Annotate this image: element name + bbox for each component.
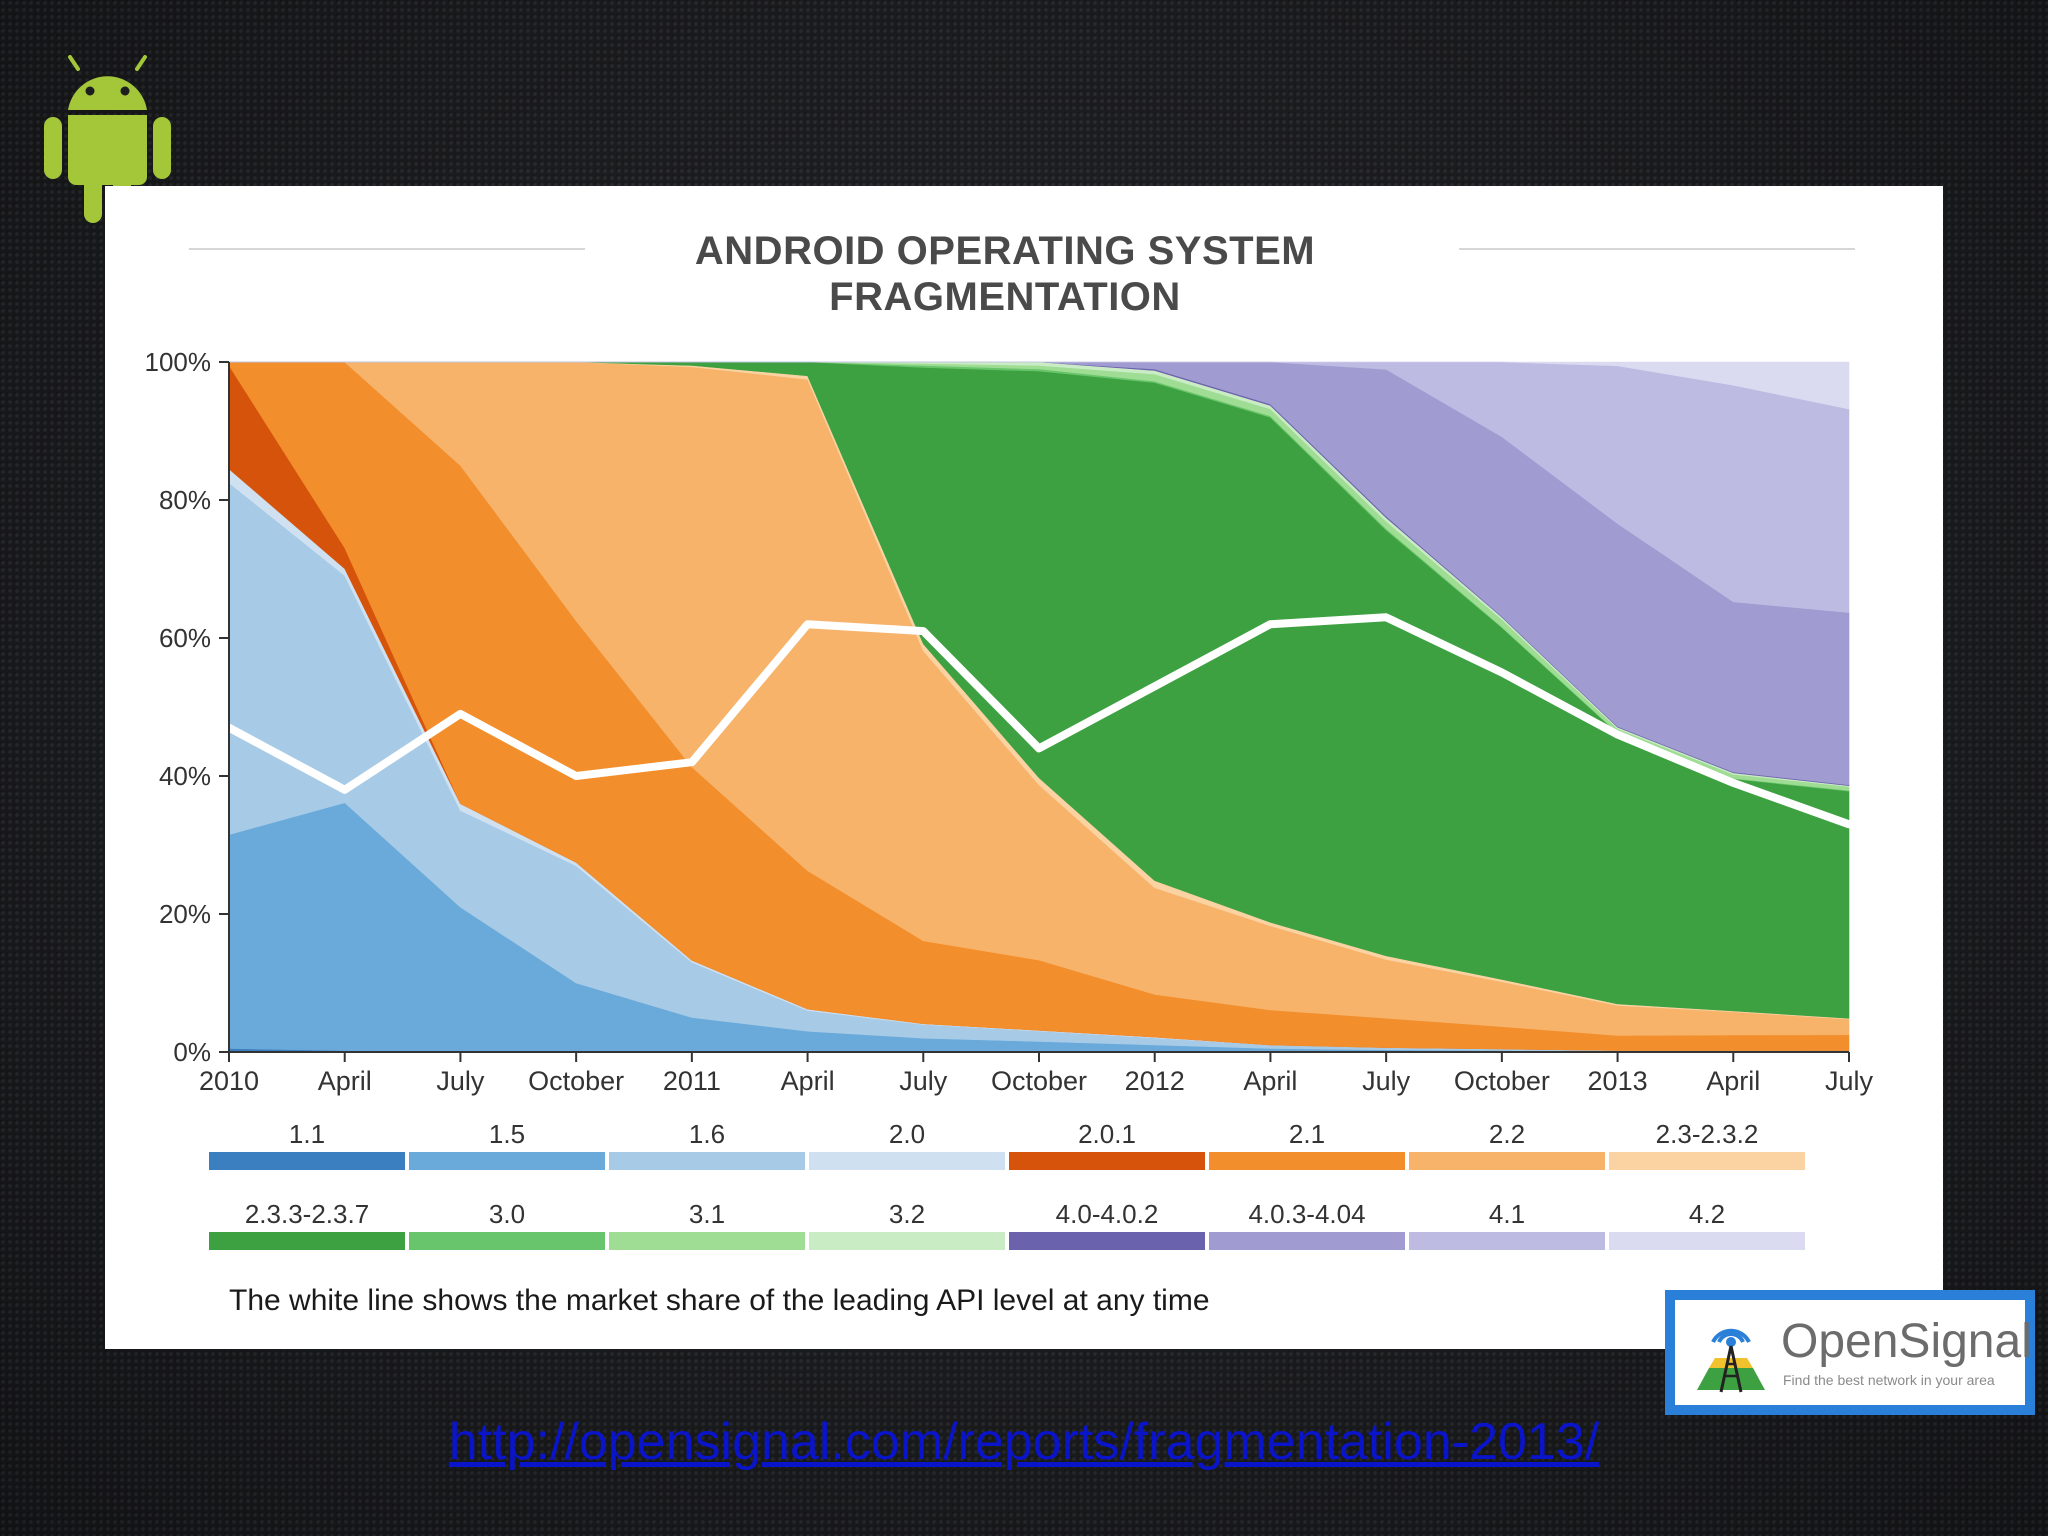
x-tick-label: 2012: [1125, 1066, 1185, 1096]
legend-swatch: [409, 1152, 605, 1170]
legend-label: 4.0-4.0.2: [1055, 1199, 1159, 1229]
legend-item: 1.5: [409, 1116, 605, 1170]
x-tick-label: April: [781, 1066, 835, 1096]
legend-item: 2.0.1: [1009, 1116, 1205, 1170]
series-area-4.2: [229, 361, 1850, 410]
legend-swatch: [809, 1152, 1005, 1170]
x-tick-label: October: [991, 1066, 1087, 1096]
legend-label: 1.1: [288, 1119, 326, 1149]
legend-swatch: [409, 1232, 605, 1250]
fragmentation-area-chart: 0% 20% 40% 60% 80% 100% 2010 April July October 20…: [145, 347, 1874, 1096]
y-tick-label: 0%: [173, 1037, 211, 1067]
x-tick-label: April: [1243, 1066, 1297, 1096]
chart-card: ANDROID OPERATING SYSTEM FRAGMENTATION 0…: [105, 186, 1943, 1349]
opensignal-tagline: Find the best network in your area: [1783, 1372, 1995, 1388]
legend-swatch: [209, 1152, 405, 1170]
source-link[interactable]: http://opensignal.com/reports/fragmentat…: [448, 1413, 1600, 1471]
legend-label: 4.1: [1488, 1199, 1526, 1229]
legend-label: 2.0: [888, 1119, 926, 1149]
x-tick-label: 2010: [199, 1066, 259, 1096]
chart-title-line2: FRAGMENTATION: [829, 275, 1181, 319]
legend-swatch: [1009, 1232, 1205, 1250]
legend-label: 4.2: [1688, 1199, 1726, 1229]
legend-swatch: [1209, 1152, 1405, 1170]
legend-swatch: [609, 1152, 805, 1170]
legend-item: 2.3.3-2.3.7: [209, 1196, 405, 1250]
x-tick-label: October: [1454, 1066, 1550, 1096]
legend-label: 3.1: [688, 1199, 726, 1229]
x-tick-label: 2011: [663, 1066, 721, 1096]
chart-legend: 1.1 1.5 1.6 2.0 2.0.1 2.1 2.2 2.3-2.3.2 2.3.3-2.…: [209, 1116, 1809, 1276]
leading-api-line: [225, 613, 1853, 829]
antenna-tower-icon: [1697, 1328, 1765, 1393]
android-robot-icon: [44, 55, 171, 223]
legend-item: 3.0: [409, 1196, 605, 1250]
y-tick-label: 20%: [159, 899, 211, 929]
legend-item: 2.1: [1209, 1116, 1405, 1170]
legend-swatch: [1209, 1232, 1405, 1250]
chart-title: ANDROID OPERATING SYSTEM FRAGMENTATION: [605, 228, 1405, 320]
x-tick-label: April: [1706, 1066, 1760, 1096]
y-tick-label: 100%: [145, 347, 212, 377]
legend-swatch: [1609, 1152, 1805, 1170]
chart-footnote: The white line shows the market share of…: [229, 1284, 1210, 1317]
legend-label: 2.3-2.3.2: [1655, 1119, 1759, 1149]
x-tick-label: 2013: [1588, 1066, 1648, 1096]
legend-label: 2.1: [1288, 1119, 1326, 1149]
legend-swatch: [1409, 1232, 1605, 1250]
legend-label: 4.0.3-4.04: [1248, 1199, 1366, 1229]
legend-swatch: [1409, 1152, 1605, 1170]
legend-swatch: [1609, 1232, 1805, 1250]
legend-label: 2.3.3-2.3.7: [244, 1199, 370, 1229]
legend-item: 2.3-2.3.2: [1609, 1116, 1805, 1170]
legend-item: 4.1: [1409, 1196, 1605, 1250]
legend-label: 1.6: [688, 1119, 726, 1149]
title-rule-right: [1459, 248, 1855, 250]
legend-swatch: [1009, 1152, 1205, 1170]
x-tick-label: October: [528, 1066, 624, 1096]
legend-label: 1.5: [488, 1119, 526, 1149]
legend-item: 2.2: [1409, 1116, 1605, 1170]
y-tick-label: 80%: [159, 485, 211, 515]
x-tick-label: July: [1825, 1066, 1874, 1096]
opensignal-logo[interactable]: OpenSignal Find the best network in your…: [1665, 1290, 2035, 1415]
legend-item: 2.0: [809, 1116, 1005, 1170]
legend-item: 3.1: [609, 1196, 805, 1250]
legend-label: 2.0.1: [1078, 1119, 1136, 1149]
legend-label: 3.0: [488, 1199, 526, 1229]
x-tick-label: April: [318, 1066, 372, 1096]
x-tick-label: July: [1362, 1066, 1411, 1096]
y-tick-label: 40%: [159, 761, 211, 791]
legend-item: 4.0.3-4.04: [1209, 1196, 1405, 1250]
legend-swatch: [209, 1232, 405, 1250]
chart-title-line1: ANDROID OPERATING SYSTEM: [694, 229, 1316, 273]
y-tick-label: 60%: [159, 623, 211, 653]
legend-item: 4.2: [1609, 1196, 1805, 1250]
title-rule-left: [189, 248, 585, 250]
legend-item: 1.6: [609, 1116, 805, 1170]
x-tick-label: July: [436, 1066, 485, 1096]
legend-swatch: [809, 1232, 1005, 1250]
legend-item: 1.1: [209, 1116, 405, 1170]
legend-label: 3.2: [888, 1199, 926, 1229]
opensignal-name: OpenSignal: [1781, 1315, 2032, 1368]
legend-swatch: [609, 1232, 805, 1250]
x-tick-label: July: [899, 1066, 948, 1096]
legend-item: 3.2: [809, 1196, 1005, 1250]
legend-item: 4.0-4.0.2: [1009, 1196, 1205, 1250]
legend-label: 2.2: [1488, 1119, 1526, 1149]
